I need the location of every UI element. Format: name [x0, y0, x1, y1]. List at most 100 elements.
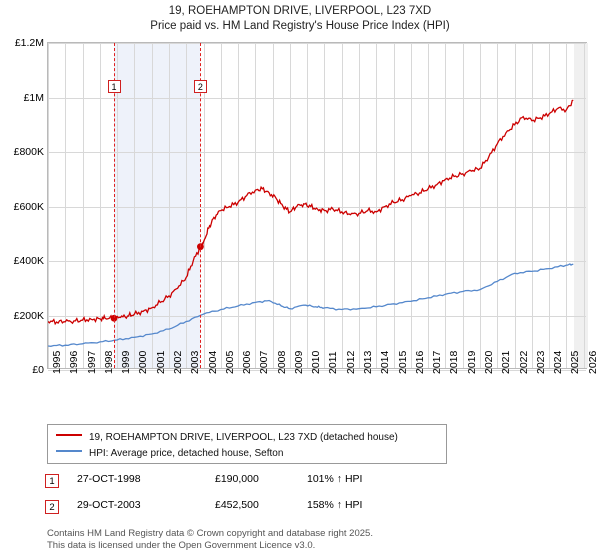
highlight-band — [114, 43, 201, 368]
y-tick-label: £0 — [32, 364, 44, 376]
x-tick-label: 2006 — [241, 350, 254, 374]
title-line-2: Price paid vs. HM Land Registry's House … — [150, 20, 450, 32]
gridline-vertical — [497, 43, 498, 368]
gridline-vertical — [549, 43, 550, 368]
x-axis-labels: 1995 1996 1997 1998 1999 2000 2001 2002 2003 2004… — [0, 351, 600, 416]
title-line-1: 19, ROEHAMPTON DRIVE, LIVERPOOL, L23 7XD — [168, 5, 432, 17]
gridline-vertical — [445, 43, 446, 368]
x-tick-label: 2007 — [258, 350, 271, 374]
gridline-horizontal — [48, 370, 586, 371]
legend-label-hpi: HPI: Average price, detached house, Seft… — [89, 448, 284, 459]
gridline-horizontal — [48, 43, 586, 44]
x-tick-label: 2016 — [413, 350, 426, 374]
x-tick-label: 2004 — [206, 350, 219, 374]
x-tick-label: 2013 — [362, 350, 375, 374]
x-tick-label: 2001 — [154, 350, 167, 374]
series-lines — [48, 99, 574, 347]
gridline-vertical — [324, 43, 325, 368]
gridline-vertical — [515, 43, 516, 368]
chart-legend: 19, ROEHAMPTON DRIVE, LIVERPOOL, L23 7XD… — [47, 424, 447, 464]
legend-entry-1: HPI: Average price, detached house, Seft… — [56, 448, 283, 459]
gridline-vertical — [221, 43, 222, 368]
gridline-vertical — [100, 43, 101, 368]
table-row: 1 27-OCT-1998 £190,000 101% ↑ HPI — [45, 472, 565, 498]
gridline-vertical — [428, 43, 429, 368]
event-line-2 — [200, 43, 202, 368]
y-axis-labels: £0 £200K £400K £600K £800K £1M £1.2M — [0, 37, 600, 376]
gridline-vertical — [204, 43, 205, 368]
transactions-table: 1 27-OCT-1998 £190,000 101% ↑ HPI 2 29-O… — [45, 472, 565, 524]
row-date-1: 27-OCT-1998 — [77, 473, 141, 485]
event-marker-1[interactable]: 1 — [107, 80, 121, 93]
footer-line-1: Contains HM Land Registry data © Crown c… — [47, 528, 373, 539]
gridline-vertical — [463, 43, 464, 368]
gridline-vertical — [290, 43, 291, 368]
y-tick-label: £1.2M — [14, 37, 44, 49]
y-tick-label: £200K — [13, 309, 44, 322]
x-tick-label: 2014 — [379, 350, 392, 374]
row-marker-2: 2 — [45, 500, 59, 514]
gridline-vertical — [238, 43, 239, 368]
x-tick-label: 1995 — [51, 350, 63, 374]
legend-label-price: 19, ROEHAMPTON DRIVE, LIVERPOOL, L23 7XD… — [89, 432, 398, 443]
x-tick-label: 2023 — [534, 350, 547, 374]
x-tick-label: 2008 — [275, 350, 288, 374]
gridline-vertical — [394, 43, 395, 368]
x-tick-label: 2009 — [292, 350, 305, 374]
x-tick-label: 1999 — [120, 350, 133, 374]
y-tick-label: £1M — [23, 91, 44, 104]
gridline-horizontal — [48, 98, 586, 99]
y-tick-label: £800K — [13, 146, 44, 158]
row-date-2: 29-OCT-2003 — [77, 499, 141, 511]
gridline-vertical — [169, 43, 170, 368]
y-tick-label: £600K — [13, 200, 44, 213]
gridline-vertical — [83, 43, 84, 368]
x-tick-label: 2025 — [569, 350, 582, 374]
row-price-2: £452,500 — [215, 499, 259, 511]
x-tick-label: 2000 — [137, 350, 150, 374]
event-line-1 — [114, 43, 116, 368]
gridline-horizontal — [48, 316, 586, 317]
legend-entry-0: 19, ROEHAMPTON DRIVE, LIVERPOOL, L23 7XD… — [56, 432, 398, 443]
gridline-vertical — [134, 43, 135, 368]
x-tick-label: 2010 — [310, 350, 323, 374]
row-pct-1: 101% ↑ HPI — [307, 473, 363, 485]
gridline-vertical — [342, 43, 343, 368]
x-tick-label: 2012 — [344, 350, 357, 374]
x-tick-label: 2024 — [552, 350, 565, 374]
gridline-vertical — [48, 43, 49, 368]
gridline-vertical — [273, 43, 274, 368]
gridline-vertical — [411, 43, 412, 368]
gridline-vertical — [480, 43, 481, 368]
y-tick-label: £400K — [13, 255, 44, 267]
x-tick-label: 2015 — [396, 350, 409, 374]
legend-swatch-price — [56, 434, 82, 437]
x-tick-label: 2020 — [483, 350, 495, 374]
legend-swatch-hpi — [56, 450, 82, 453]
gridline-vertical — [186, 43, 187, 368]
row-price-1: £190,000 — [215, 473, 259, 485]
series-line — [48, 99, 574, 326]
event-marker-2[interactable]: 2 — [193, 80, 207, 93]
x-tick-label: 2011 — [327, 351, 340, 374]
gridline-vertical — [359, 43, 360, 368]
row-marker-1: 1 — [45, 474, 59, 488]
row-pct-2: 158% ↑ HPI — [307, 499, 363, 511]
x-tick-label: 2003 — [189, 350, 202, 374]
gridline-horizontal — [48, 261, 586, 262]
footer-line-2: This data is licensed under the Open Gov… — [47, 539, 316, 551]
gridline-vertical — [152, 43, 153, 368]
gridline-horizontal — [48, 207, 586, 208]
x-tick-label: 1997 — [85, 350, 98, 374]
gridline-vertical — [584, 43, 585, 368]
gridline-horizontal — [48, 152, 586, 153]
x-tick-label: 1996 — [68, 350, 81, 374]
gridline-vertical — [117, 43, 118, 368]
x-tick-label: 2026 — [586, 350, 599, 374]
series-line — [48, 263, 574, 347]
gridline-vertical — [255, 43, 256, 368]
x-tick-label: 2019 — [465, 350, 478, 374]
x-tick-label: 2021 — [500, 350, 513, 374]
